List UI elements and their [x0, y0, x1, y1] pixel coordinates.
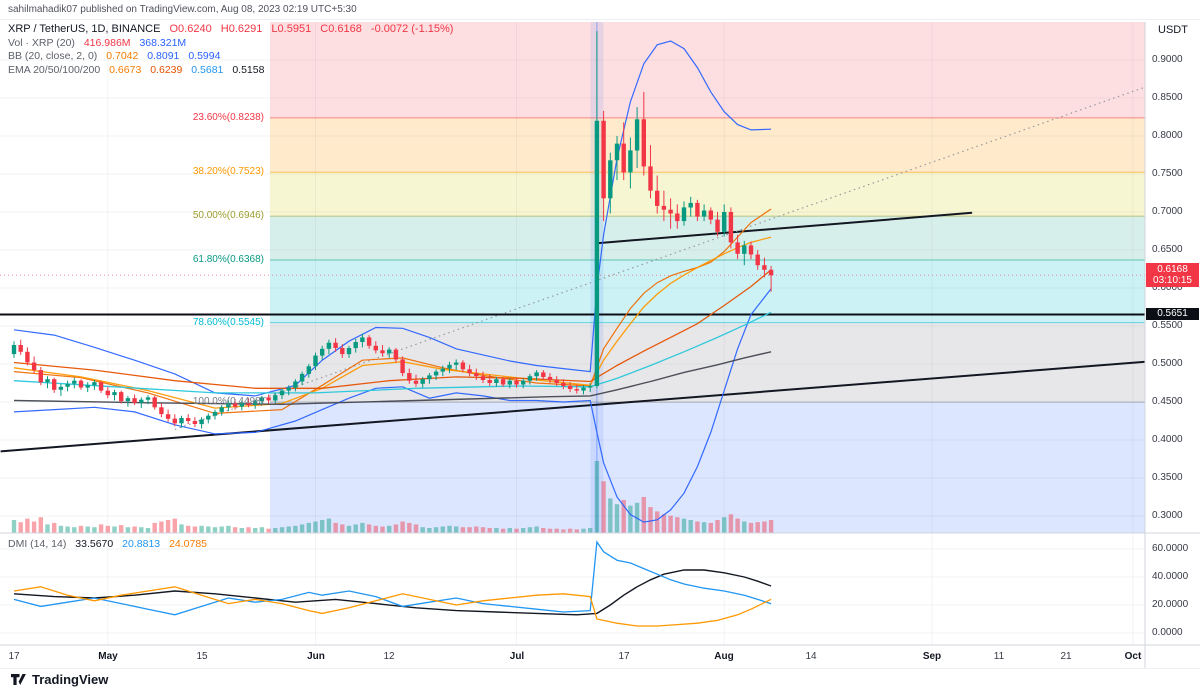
symbol-legend-row[interactable]: XRP / TetherUS, 1D, BINANCE O0.6240 H0.6…: [8, 23, 453, 37]
ohlc-high: H0.6291: [220, 23, 263, 35]
price-axis-currency: USDT: [1158, 24, 1188, 36]
dmi-legend-row[interactable]: DMI (14, 14) 33.5670 20.8813 24.0785: [8, 538, 207, 550]
curve-ema-200: [13, 351, 772, 406]
footer-bar: TradingView: [0, 668, 1200, 690]
ema20-value: 0.6673: [109, 63, 142, 76]
time-axis[interactable]: [0, 645, 1145, 668]
price-axis[interactable]: [1145, 22, 1200, 645]
volume-ma-value: 368.321M: [139, 36, 187, 49]
dmi-minus-di: [13, 586, 772, 627]
curve-bb-basis: [13, 208, 772, 415]
bb-lower-value: 0.5994: [188, 50, 221, 62]
candles: [11, 31, 774, 429]
symbol-title: XRP / TetherUS, 1D, BINANCE: [8, 23, 161, 35]
ohlc-low: L0.5951: [271, 23, 312, 35]
publish-bar: sahilmahadik07 published on TradingView.…: [0, 0, 1200, 20]
ema-legend-row[interactable]: EMA 20/50/100/200 0.6673 0.6239 0.5681 0…: [8, 64, 453, 78]
bb-legend-row[interactable]: BB (20, close, 2, 0) 0.7042 0.8091 0.599…: [8, 50, 453, 64]
curve-bb-upper: [13, 40, 772, 397]
gridlines: [0, 22, 1145, 645]
chart-legend: XRP / TetherUS, 1D, BINANCE O0.6240 H0.6…: [8, 23, 453, 77]
dmi-plusdi-value: 20.8813: [122, 538, 161, 550]
volume-legend-row[interactable]: Vol · XRP (20) 416.986M 368.321M: [8, 37, 453, 51]
bb-label: BB (20, close, 2, 0): [8, 50, 98, 62]
volume-label: Vol · XRP (20): [8, 36, 75, 49]
tradingview-logo[interactable]: [10, 672, 27, 687]
last-price-value: 0.6168: [1157, 264, 1188, 275]
dmi-plus-di: [13, 540, 772, 616]
volume-bars: [11, 461, 774, 533]
fib-level-lines: [269, 117, 1145, 403]
hline-price-value: 0.5651: [1157, 308, 1188, 319]
hline-price-badge: 0.5651: [1146, 308, 1199, 320]
pane-borders: [0, 22, 1200, 668]
last-price-badge: 0.6168 03:10:15: [1146, 263, 1199, 287]
curve-ema-20: [13, 236, 772, 409]
curve-bb-lower: [13, 288, 772, 523]
trendlines: [0, 86, 1145, 453]
publish-text: sahilmahadik07 published on TradingView.…: [8, 4, 357, 15]
ema100-value: 0.5681: [191, 63, 224, 76]
ema50-value: 0.6239: [150, 63, 183, 76]
dmi-adx-value: 33.5670: [75, 538, 114, 550]
footer-brand: TradingView: [32, 672, 109, 687]
ohlc-close: C0.6168: [320, 23, 362, 35]
dmi-label: DMI (14, 14): [8, 538, 67, 550]
ohlc-open: O0.6240: [169, 23, 212, 35]
dmi-lines: [13, 540, 772, 627]
dmi-minusdi-value: 24.0785: [169, 538, 208, 550]
bar-countdown: 03:10:15: [1153, 275, 1192, 286]
ema200-value: 0.5158: [232, 63, 265, 76]
ema-label: EMA 20/50/100/200: [8, 63, 101, 76]
volume-value: 416.986M: [83, 36, 131, 49]
dmi-adx: [13, 569, 772, 616]
bb-basis-value: 0.7042: [106, 50, 139, 62]
fib-bands: [269, 22, 1145, 533]
ohlc-change: -0.0072 (-1.15%): [370, 23, 454, 35]
bb-upper-value: 0.8091: [147, 50, 180, 62]
